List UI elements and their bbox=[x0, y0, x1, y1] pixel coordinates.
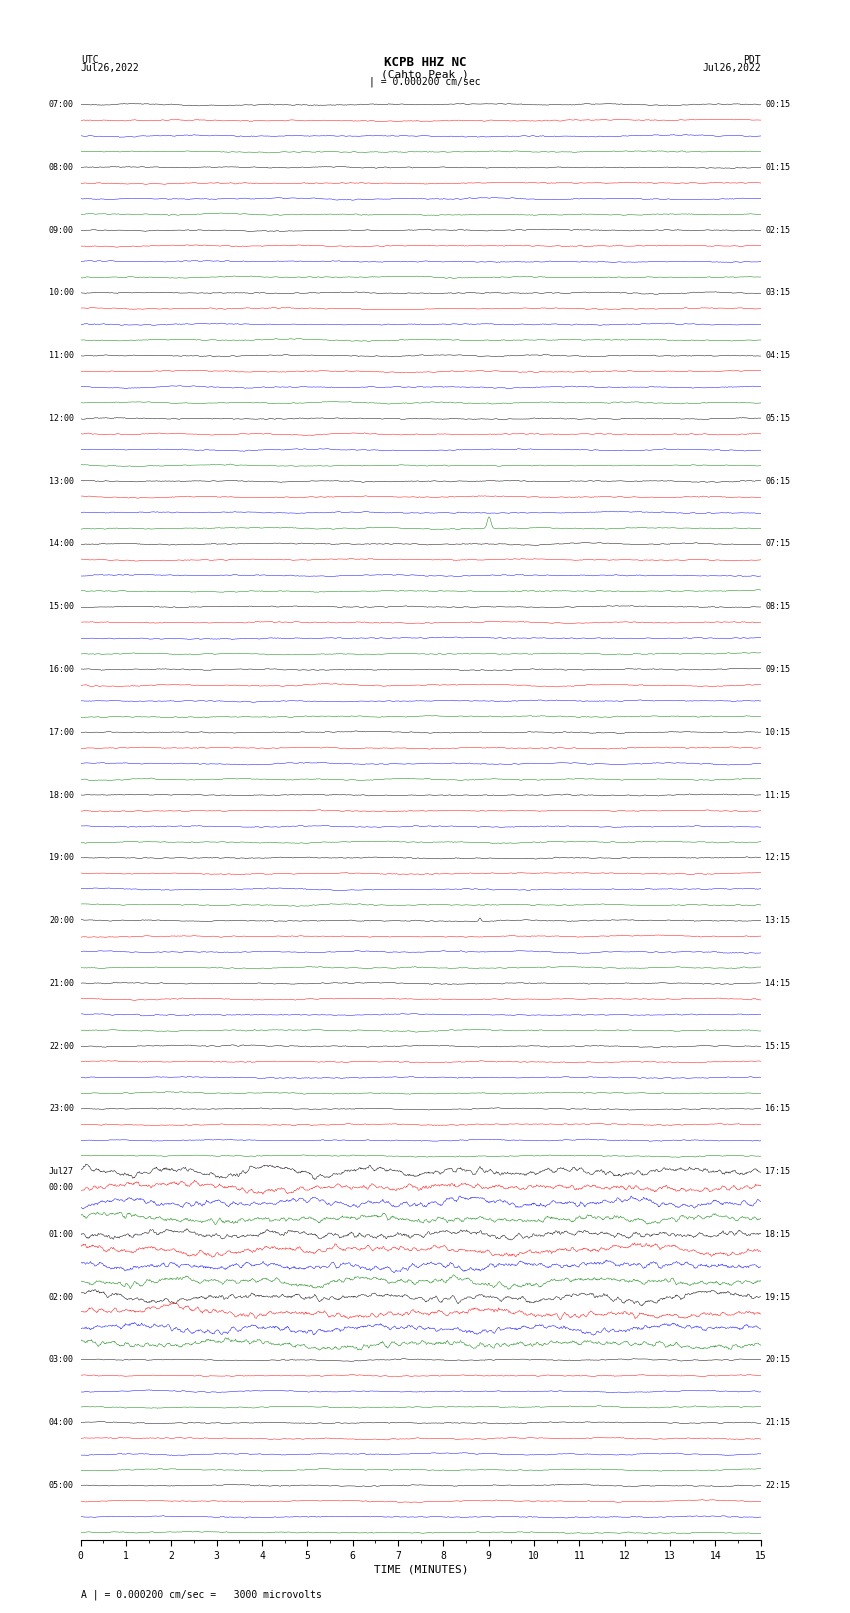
Text: 22:15: 22:15 bbox=[765, 1481, 790, 1490]
Text: 22:00: 22:00 bbox=[49, 1042, 74, 1050]
Text: 01:15: 01:15 bbox=[765, 163, 790, 173]
Text: UTC: UTC bbox=[81, 55, 99, 65]
Text: 03:00: 03:00 bbox=[49, 1355, 74, 1365]
Text: 08:15: 08:15 bbox=[765, 602, 790, 611]
Text: 20:15: 20:15 bbox=[765, 1355, 790, 1365]
Text: 16:00: 16:00 bbox=[49, 665, 74, 674]
Text: 19:15: 19:15 bbox=[765, 1292, 790, 1302]
Text: 04:15: 04:15 bbox=[765, 352, 790, 360]
Text: 09:00: 09:00 bbox=[49, 226, 74, 234]
X-axis label: TIME (MINUTES): TIME (MINUTES) bbox=[373, 1565, 468, 1574]
Text: 00:15: 00:15 bbox=[765, 100, 790, 110]
Text: 15:15: 15:15 bbox=[765, 1042, 790, 1050]
Text: 21:00: 21:00 bbox=[49, 979, 74, 987]
Text: Jul26,2022: Jul26,2022 bbox=[702, 63, 761, 73]
Text: 14:00: 14:00 bbox=[49, 539, 74, 548]
Text: (Cahto Peak ): (Cahto Peak ) bbox=[381, 69, 469, 79]
Text: 08:00: 08:00 bbox=[49, 163, 74, 173]
Text: 03:15: 03:15 bbox=[765, 289, 790, 297]
Text: 04:00: 04:00 bbox=[49, 1418, 74, 1428]
Text: | = 0.000200 cm/sec: | = 0.000200 cm/sec bbox=[369, 76, 481, 87]
Text: KCPB HHZ NC: KCPB HHZ NC bbox=[383, 56, 467, 69]
Text: 11:15: 11:15 bbox=[765, 790, 790, 800]
Text: 00:00: 00:00 bbox=[49, 1182, 74, 1192]
Text: 13:00: 13:00 bbox=[49, 477, 74, 486]
Text: 02:15: 02:15 bbox=[765, 226, 790, 234]
Text: 20:00: 20:00 bbox=[49, 916, 74, 926]
Text: 09:15: 09:15 bbox=[765, 665, 790, 674]
Text: 18:00: 18:00 bbox=[49, 790, 74, 800]
Text: 05:00: 05:00 bbox=[49, 1481, 74, 1490]
Text: 19:00: 19:00 bbox=[49, 853, 74, 863]
Text: 12:15: 12:15 bbox=[765, 853, 790, 863]
Text: 07:00: 07:00 bbox=[49, 100, 74, 110]
Text: 14:15: 14:15 bbox=[765, 979, 790, 987]
Text: 23:00: 23:00 bbox=[49, 1105, 74, 1113]
Text: 21:15: 21:15 bbox=[765, 1418, 790, 1428]
Text: 10:15: 10:15 bbox=[765, 727, 790, 737]
Text: 06:15: 06:15 bbox=[765, 477, 790, 486]
Text: 15:00: 15:00 bbox=[49, 602, 74, 611]
Text: 01:00: 01:00 bbox=[49, 1231, 74, 1239]
Text: 10:00: 10:00 bbox=[49, 289, 74, 297]
Text: 12:00: 12:00 bbox=[49, 415, 74, 423]
Text: 11:00: 11:00 bbox=[49, 352, 74, 360]
Text: 16:15: 16:15 bbox=[765, 1105, 790, 1113]
Text: 13:15: 13:15 bbox=[765, 916, 790, 926]
Text: A | = 0.000200 cm/sec =   3000 microvolts: A | = 0.000200 cm/sec = 3000 microvolts bbox=[81, 1589, 321, 1600]
Text: Jul26,2022: Jul26,2022 bbox=[81, 63, 139, 73]
Text: 02:00: 02:00 bbox=[49, 1292, 74, 1302]
Text: 05:15: 05:15 bbox=[765, 415, 790, 423]
Text: 17:15: 17:15 bbox=[765, 1168, 790, 1176]
Text: 17:00: 17:00 bbox=[49, 727, 74, 737]
Text: 18:15: 18:15 bbox=[765, 1231, 790, 1239]
Text: Jul27: Jul27 bbox=[49, 1168, 74, 1176]
Text: PDT: PDT bbox=[743, 55, 761, 65]
Text: 07:15: 07:15 bbox=[765, 539, 790, 548]
